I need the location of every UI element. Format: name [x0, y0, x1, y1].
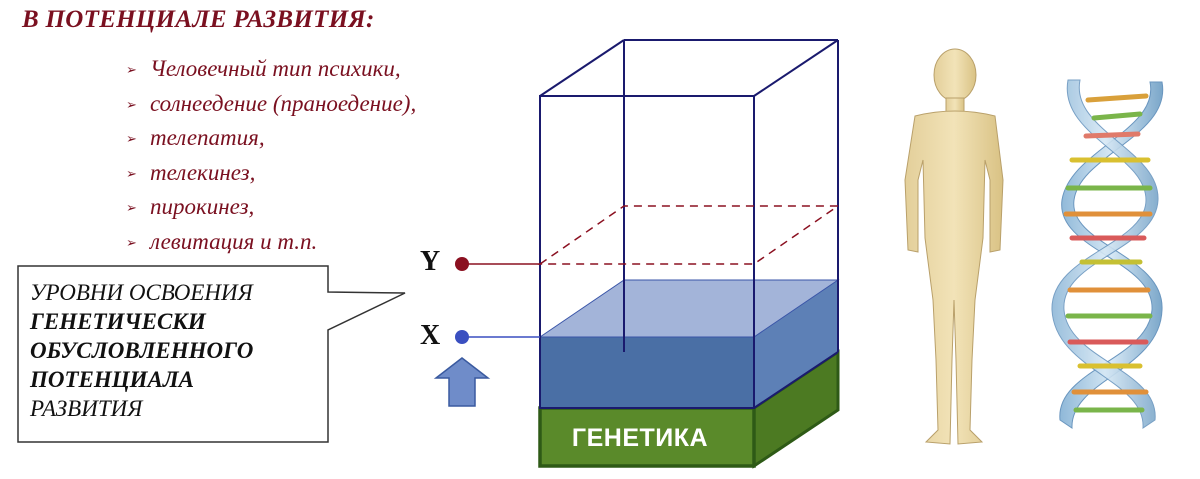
genetics-label: ГЕНЕТИКА [571, 423, 709, 452]
callout-text: УРОВНИ ОСВОЕНИЯ ГЕНЕТИЧЕСКИ ОБУСЛОВЛЕННО… [30, 278, 320, 423]
callout-line: РАЗВИТИЯ [30, 396, 143, 421]
heading: В ПОТЕНЦИАЛЕ РАЗВИТИЯ: [22, 6, 375, 33]
filled-level [538, 279, 840, 408]
bullet-arrow-icon: ➢ [126, 200, 137, 215]
bullet-item: ➢ телекинез, [126, 156, 416, 191]
callout-line: ОБУСЛОВЛЕННОГО [30, 338, 254, 363]
y-level-plane [537, 205, 841, 265]
bullet-item: ➢ Человечный тип психики, [126, 52, 416, 87]
bullet-arrow-icon: ➢ [126, 96, 137, 112]
bullet-arrow-icon: ➢ [126, 234, 137, 250]
y-level-label: Y [420, 246, 441, 277]
dna-helix-icon [1051, 79, 1164, 429]
potential-box [539, 39, 839, 409]
x-level-dot [455, 330, 469, 344]
bullet-item: ➢ левитация и т.п. [126, 225, 416, 260]
bullet-arrow-icon: ➢ [126, 62, 137, 77]
human-silhouette-icon [904, 48, 1004, 445]
callout-line: УРОВНИ ОСВОЕНИЯ [30, 280, 253, 305]
bullet-item: ➢ телепатия, [126, 121, 416, 156]
callout-bubble [17, 265, 406, 443]
bullet-arrow-icon: ➢ [126, 131, 137, 146]
up-arrow-icon [433, 357, 491, 407]
y-level-dot [455, 257, 469, 271]
x-level-label: X [420, 320, 441, 351]
bullet-list: ➢ Человечный тип психики, ➢ солнеедение (п… [126, 52, 416, 259]
callout-line: ПОТЕНЦИАЛА [30, 367, 195, 392]
bullet-item: ➢ солнеедение (праноедение), [126, 87, 416, 122]
bullet-arrow-icon: ➢ [126, 165, 137, 181]
genetics-base [538, 349, 840, 469]
bullet-item: ➢ пирокинез, [126, 190, 416, 225]
callout-line: ГЕНЕТИЧЕСКИ [30, 309, 206, 334]
